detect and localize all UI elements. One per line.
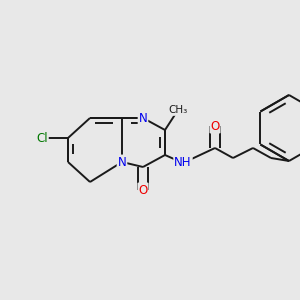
Text: O: O [210, 119, 220, 133]
Text: CH₃: CH₃ [168, 105, 188, 115]
Text: N: N [118, 155, 126, 169]
Text: Cl: Cl [36, 131, 48, 145]
Text: NH: NH [174, 157, 192, 169]
Text: O: O [138, 184, 148, 196]
Text: N: N [139, 112, 147, 124]
